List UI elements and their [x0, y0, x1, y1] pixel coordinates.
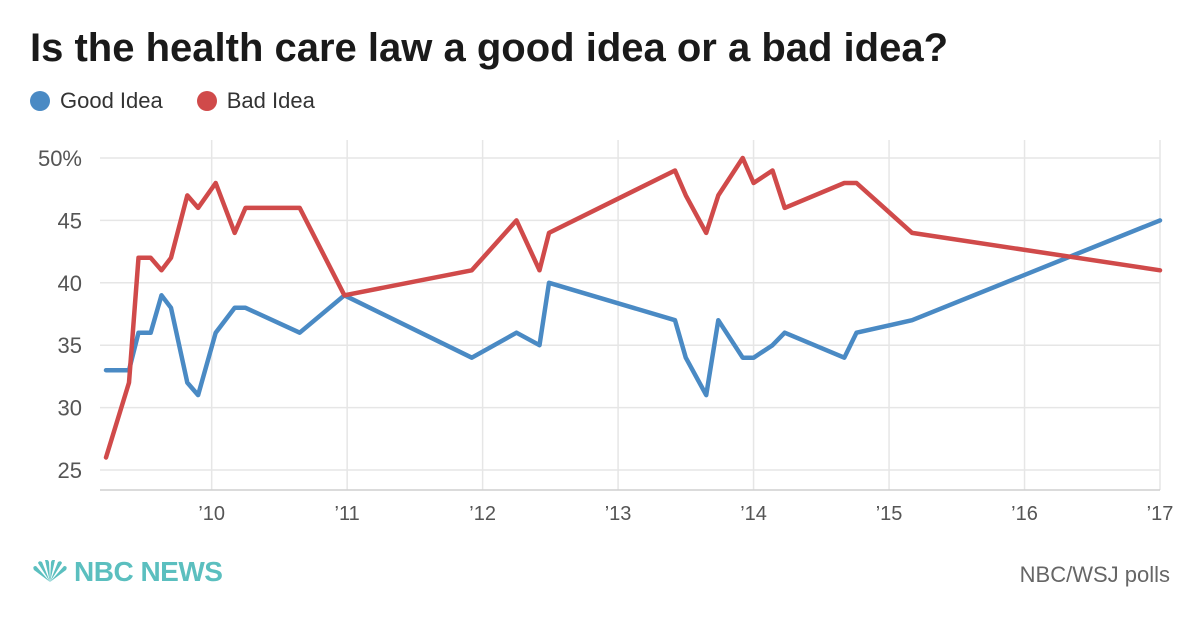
chart-legend: Good Idea Bad Idea [30, 88, 349, 114]
y-tick-label: 50% [38, 146, 82, 171]
nbc-news-logo: NBC NEWS [30, 556, 223, 588]
good-idea-dot-icon [30, 91, 50, 111]
legend-item-good-idea: Good Idea [30, 88, 163, 114]
y-tick-label: 30 [58, 396, 82, 421]
x-tick-label: ’12 [469, 503, 496, 525]
logo-text: NBC NEWS [74, 556, 223, 587]
chart-title: Is the health care law a good idea or a … [30, 26, 949, 70]
x-tick-label: ’10 [198, 503, 225, 525]
legend-label-bad-idea: Bad Idea [226, 88, 315, 113]
x-tick-label: ’16 [1011, 503, 1038, 525]
bad-idea-dot-icon [196, 91, 217, 111]
y-tick-label: 45 [58, 208, 82, 233]
y-tick-label: 35 [58, 333, 82, 358]
legend-label-good-idea: Good Idea [60, 88, 163, 113]
y-tick-label: 25 [58, 458, 82, 483]
source-label: NBC/WSJ polls [1019, 562, 1170, 587]
x-tick-label: ’17 [1147, 503, 1174, 525]
x-tick-label: ’14 [740, 503, 767, 525]
series-line-good-idea [103, 218, 1163, 398]
x-tick-label: ’15 [876, 503, 903, 525]
peacock-icon [33, 560, 67, 582]
x-tick-label: ’11 [335, 503, 360, 525]
y-tick-label: 40 [58, 271, 82, 296]
legend-item-bad-idea: Bad Idea [196, 88, 315, 114]
series-line-bad-idea [103, 155, 1163, 460]
x-tick-label: ’13 [605, 503, 632, 525]
